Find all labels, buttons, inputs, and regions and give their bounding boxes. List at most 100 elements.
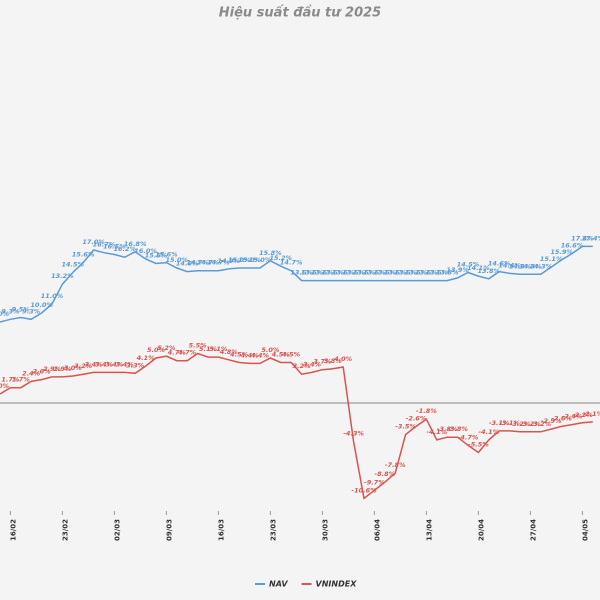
data-label: 13.9%: [446, 266, 469, 274]
data-label: 3.3%: [126, 361, 145, 369]
data-label: 15.0%: [228, 256, 251, 264]
data-label: 14.7%: [280, 259, 303, 267]
data-label: 13.2%: [51, 272, 74, 280]
data-label: -4.1%: [426, 428, 447, 436]
data-label: 2.4%: [22, 369, 41, 377]
data-label: 13.6%: [405, 269, 428, 277]
data-label: -2.1%: [582, 410, 600, 418]
data-label: 4.7%: [178, 349, 197, 357]
data-label: -2.6%: [551, 414, 572, 422]
data-label: 3.2%: [293, 362, 312, 370]
data-label: 16.5%: [103, 243, 126, 251]
data-label: 16.0%: [134, 247, 157, 255]
x-tick-label: 16/03: [217, 519, 225, 541]
data-label: 5.5%: [189, 342, 208, 350]
data-label: 1.7%: [12, 376, 31, 384]
data-label: -7.8%: [385, 461, 406, 469]
series-line: [0, 245, 593, 323]
data-label: -2.4%: [562, 413, 583, 421]
x-tick-label: 30/03: [321, 519, 329, 541]
data-label: 5.1%: [209, 345, 228, 353]
data-label: 13.6%: [322, 269, 345, 277]
data-label: 17.4%: [582, 234, 600, 242]
data-label: 14.7%: [197, 259, 220, 267]
data-label: 16.2%: [114, 245, 137, 253]
data-label: 9.0%: [0, 310, 9, 318]
x-tick-label: 02/03: [113, 519, 121, 541]
data-label: 13.6%: [353, 269, 376, 277]
data-label: -4.7%: [458, 433, 479, 441]
data-label: 14.5%: [62, 261, 85, 269]
data-label: 13.6%: [374, 269, 397, 277]
data-label: 9.5%: [12, 306, 31, 314]
data-label: 13.6%: [426, 269, 449, 277]
data-label: -2.6%: [406, 414, 427, 422]
data-label: 15.2%: [270, 254, 293, 262]
data-label: 13.6%: [332, 269, 355, 277]
data-label: 15.0%: [249, 256, 272, 264]
data-label: 13.6%: [342, 269, 365, 277]
data-label: 3.0%: [64, 364, 83, 372]
data-label: -1.8%: [416, 407, 437, 415]
data-label: 15.9%: [550, 248, 573, 256]
data-label: -2.2%: [572, 411, 593, 419]
data-label: 14.7%: [186, 259, 209, 267]
data-label: 14.5%: [457, 261, 480, 269]
data-label: 5.0%: [147, 346, 166, 354]
data-label: 13.6%: [363, 269, 386, 277]
data-label: 16.8%: [124, 240, 147, 248]
data-label: 4.1%: [137, 354, 156, 362]
data-label: 13.6%: [394, 269, 417, 277]
data-label: 15.0%: [238, 256, 261, 264]
data-label: -9.7%: [364, 478, 385, 486]
data-label: 3.7%: [313, 358, 332, 366]
data-label: 14.3%: [509, 262, 532, 270]
data-label: 4.5%: [282, 351, 301, 359]
data-label: 13.6%: [290, 269, 313, 277]
data-label: 1.0%: [0, 382, 9, 390]
data-label: -8.8%: [374, 470, 395, 478]
x-tick-label: 23/02: [61, 519, 69, 541]
data-label: -3.5%: [395, 423, 416, 431]
data-label: 11.0%: [41, 292, 64, 300]
data-label: 16.6%: [561, 242, 584, 250]
data-label: 4.5%: [272, 351, 291, 359]
data-label: 13.6%: [436, 269, 459, 277]
data-label: 17.0%: [82, 238, 105, 246]
data-label: 9.3%: [22, 307, 41, 315]
data-label: -3.2%: [530, 420, 551, 428]
data-label: 9.3%: [1, 307, 20, 315]
data-label: 15.1%: [540, 255, 563, 263]
data-label: 14.4%: [498, 261, 521, 269]
data-label: -5.5%: [468, 441, 489, 449]
x-tick-label: 13/04: [425, 519, 433, 541]
data-label: 4.0%: [334, 355, 353, 363]
data-label: 13.8%: [478, 267, 501, 275]
data-label: 2.9%: [43, 365, 62, 373]
x-tick-label: 27/04: [529, 519, 537, 541]
data-label: -3.1%: [489, 419, 510, 427]
data-label: 14.6%: [176, 260, 199, 268]
data-label: 14.9%: [218, 257, 241, 265]
legend-label: NAV: [269, 580, 288, 589]
data-label: 3.4%: [303, 360, 322, 368]
data-label: -3.2%: [520, 420, 541, 428]
data-label: 2.6%: [33, 368, 52, 376]
data-label: -3.8%: [437, 425, 458, 433]
data-label: 16.7%: [93, 241, 116, 249]
data-label: 14.1%: [467, 264, 490, 272]
data-label: 4.8%: [220, 348, 239, 356]
series-line: [0, 352, 593, 500]
data-label: 15.0%: [166, 256, 189, 264]
data-label: 3.4%: [105, 360, 124, 368]
data-label: 14.7%: [207, 259, 230, 267]
data-label: -3.8%: [447, 425, 468, 433]
data-label: -2.9%: [541, 417, 562, 425]
x-tick-label: 16/02: [9, 519, 17, 541]
data-label: 3.4%: [116, 360, 135, 368]
x-tick-label: 06/04: [373, 519, 381, 541]
data-label: 4.4%: [251, 351, 270, 359]
data-label: 3.4%: [85, 360, 104, 368]
data-label: -4.1%: [478, 428, 499, 436]
